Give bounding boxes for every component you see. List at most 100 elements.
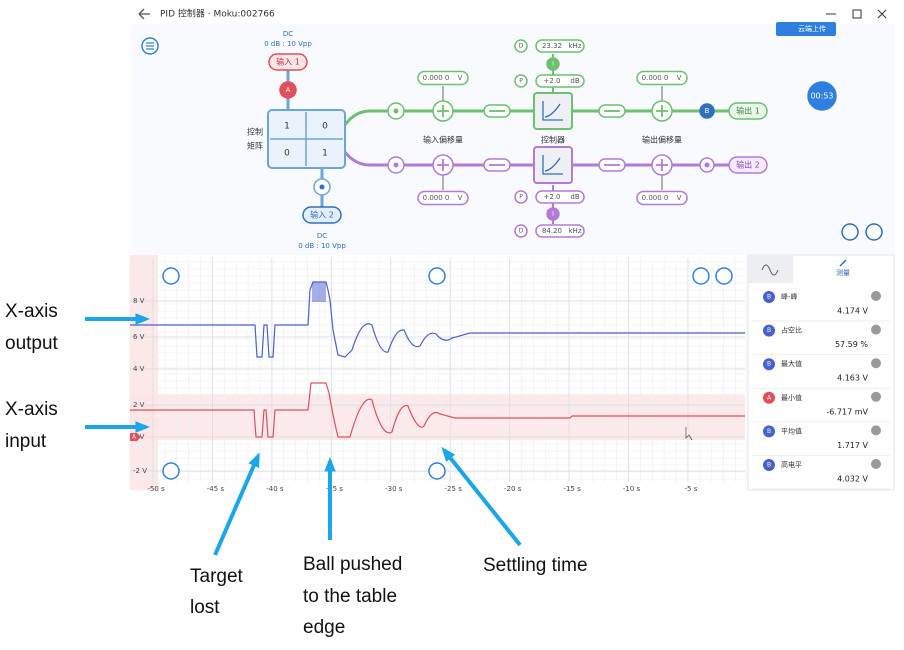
annotation-text: Target [190,566,244,587]
plus-icon [437,105,449,117]
output-offset-label: 输出偏移量 [642,135,682,145]
x-tick-label: -15 s [563,485,581,493]
param-key-label: P [519,194,523,201]
controller-block[interactable] [533,92,573,130]
timer-badge [807,81,837,111]
annotation-text: output [5,333,59,354]
remove-button[interactable] [871,425,881,436]
input1-label: 输入 1 [276,57,300,67]
param-pill[interactable] [535,224,585,238]
measure-name: 高电平 [781,460,802,469]
param-key-label: I [552,211,554,218]
arrow-head [324,457,336,472]
input1-pill[interactable] [268,53,308,71]
measure-tab-label: 测量 [836,269,850,277]
channel-badge [763,459,775,471]
upload-button[interactable] [776,22,836,36]
y-tick-label: 4 V [133,365,145,373]
arrow-head [135,421,150,433]
measure-value: 4.163 V [837,374,868,383]
param-value: 23.32 [542,42,562,50]
matrix-dividers [270,112,343,166]
offset-unit: V [458,74,463,82]
channel-badge [763,291,775,303]
offset-value: 0.000 0 [642,194,669,202]
scope-tool-button[interactable] [692,267,710,285]
annotation-text: to the table [303,586,397,607]
arrow-head [248,452,260,468]
offset-value: 0.000 0 [423,74,450,82]
scope-tool-button[interactable] [162,462,180,480]
pencil-icon [839,259,847,267]
controller-label: 控制器 [541,135,565,145]
input2-pill[interactable] [302,206,342,224]
channel-badge [763,358,775,371]
measure-value: -6.717 mV [826,407,868,416]
x-tick-label: -35 s [326,485,344,493]
annotation-text: X-axis [5,399,58,420]
input1-range: 0 dB : 10 Vpp [264,40,312,48]
close-button[interactable] [877,9,887,19]
param-key [546,207,560,221]
param-unit: dB [570,193,579,201]
channel-badge [763,324,775,337]
offset-unit: V [677,74,682,82]
y-tick-label: 2 V [133,401,145,409]
plus-icon [656,159,668,171]
output-pill[interactable] [728,102,768,120]
param-unit: dB [570,77,579,85]
input1-coupling: DC [283,30,293,38]
plus-icon [656,105,668,117]
remove-button[interactable] [871,324,881,335]
junction-dot [393,162,399,168]
junction-dot [704,162,710,168]
remove-button[interactable] [871,391,881,402]
window-title: PID 控制器 · Moku:002766 [160,8,275,20]
input-band [130,394,745,440]
scope-tool-button[interactable] [428,462,446,480]
y-tick-label: 8 V [133,297,145,305]
output-pill[interactable] [728,156,768,174]
output-noise [312,282,326,302]
junction-dot [393,108,399,114]
annotation-arrow [213,455,260,556]
remove-button[interactable] [871,291,881,301]
wave-tab[interactable] [748,255,793,283]
param-pill[interactable] [535,74,585,88]
param-unit: kHz [569,42,582,50]
param-pill[interactable] [535,190,585,204]
notes-button[interactable] [841,223,859,241]
channel-label: A [767,394,772,401]
measure-name: 平均值 [781,426,802,435]
scope-tool-button[interactable] [162,267,180,285]
channel-label: B [767,462,771,469]
input-trace [130,382,745,438]
measure-name: 最大值 [781,359,802,368]
back-button[interactable] [138,8,150,20]
channel-label: B [767,361,771,368]
input1-channel [279,81,297,99]
offset-pill[interactable] [636,70,688,86]
marker-label: A [132,434,137,441]
measure-value: 57.59 % [835,340,868,349]
matrix-label: 控制 [247,127,263,137]
maximize-button[interactable] [852,9,862,19]
offset-pill[interactable] [417,70,469,86]
remove-button[interactable] [871,459,881,469]
matrix-label: 矩阵 [247,141,263,151]
controller-block[interactable] [533,146,573,184]
title-bar [130,0,895,24]
offset-pill[interactable] [417,190,469,206]
offset-pill[interactable] [636,190,688,206]
scope-tool-button[interactable] [428,267,446,285]
channel-label: B [767,294,771,301]
param-pill[interactable] [535,39,585,53]
remove-button[interactable] [871,358,881,369]
channel-label: B [767,428,771,435]
chart-button[interactable] [865,223,883,241]
cursor-icon [685,427,693,441]
controller-icon [542,155,563,175]
scope-tool-button[interactable] [715,267,733,285]
matrix-cell: 1 [284,122,290,132]
param-value: +2.0 [544,193,561,201]
